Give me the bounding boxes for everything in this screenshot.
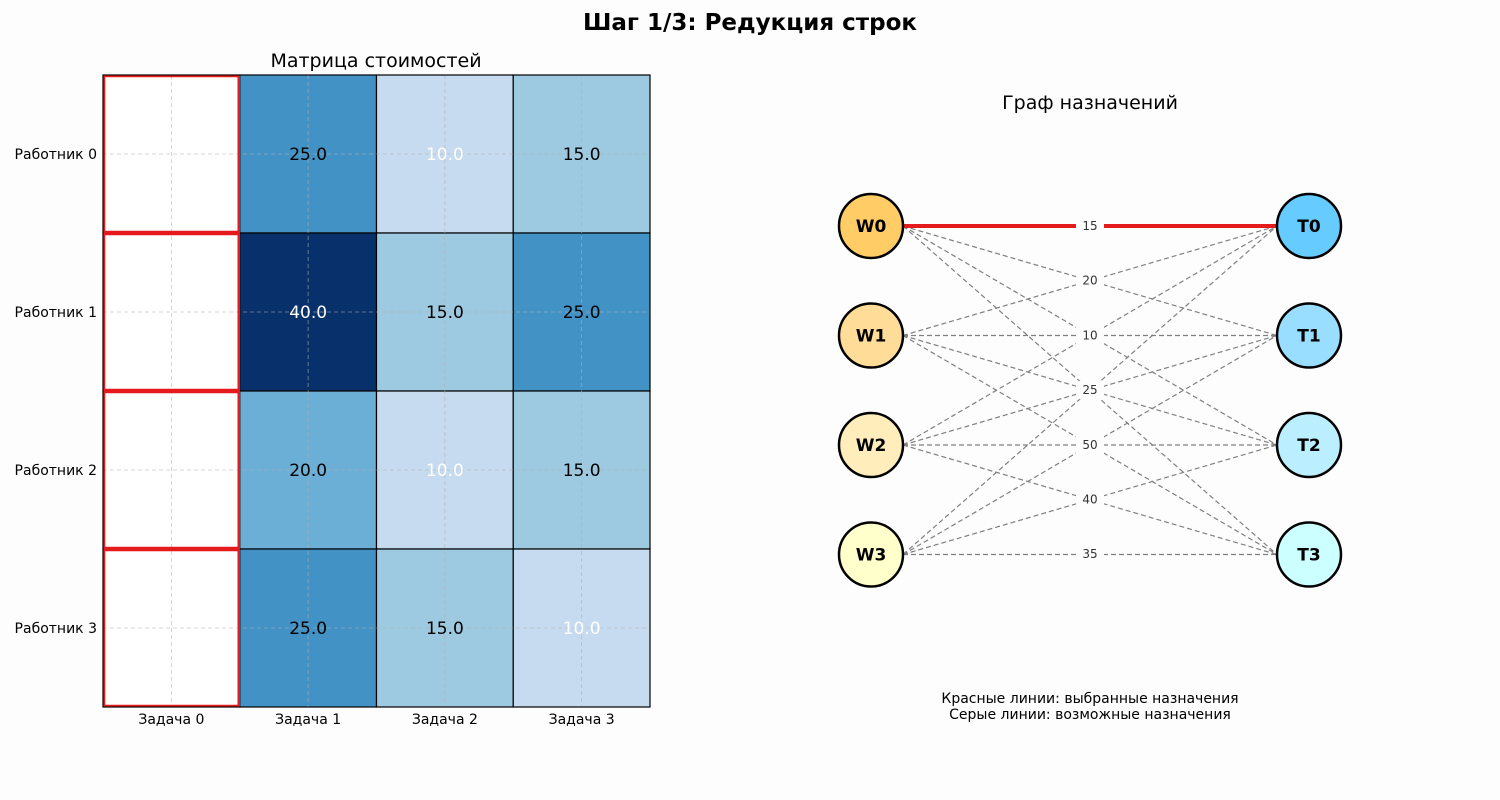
worker-node-label: W0 xyxy=(856,217,887,237)
edge-label-background xyxy=(1076,490,1104,509)
cell-value-label: 10.0 xyxy=(426,461,464,481)
figure-title: Шаг 1/3: Редукция строк xyxy=(583,10,917,36)
cell-value-label: 20.0 xyxy=(289,461,327,481)
task-node xyxy=(1275,521,1343,588)
cell-value-label: 25.0 xyxy=(563,303,601,323)
task-node xyxy=(1275,411,1343,479)
worker-node xyxy=(837,521,905,588)
edge-label-background xyxy=(1076,545,1104,564)
edge-labels-layer: 15 20 10 25 50 40 35 xyxy=(1076,217,1104,564)
highlighted-cell-frame xyxy=(102,232,240,392)
worker-node-label: W3 xyxy=(856,546,887,566)
row-tick-label: Работник 1 xyxy=(15,305,97,321)
edge-weight-label: 20 xyxy=(1082,274,1097,288)
legend-line-selected: Красные линии: выбранные назначения xyxy=(941,691,1238,707)
row-tick-label: Работник 0 xyxy=(15,147,97,163)
legend-line-possible: Серые линии: возможные назначения xyxy=(949,707,1231,723)
cell-value-label: 40.0 xyxy=(289,303,327,323)
edge-weight-label: 25 xyxy=(1082,383,1097,397)
edge-label-background xyxy=(1076,217,1104,235)
cell-value-label: 10.0 xyxy=(426,145,464,165)
edge-weight-label: 50 xyxy=(1082,438,1097,452)
graph-title: Граф назначений xyxy=(1002,92,1178,114)
task-node-label: T2 xyxy=(1297,436,1320,456)
edge-label-background xyxy=(1076,326,1104,345)
task-node xyxy=(1275,302,1343,369)
heatmap-frame xyxy=(102,74,651,708)
edge-weight-label: 35 xyxy=(1082,547,1097,561)
edge-weight-label: 40 xyxy=(1082,493,1097,507)
column-tick-label: Задача 0 xyxy=(138,712,204,728)
task-node xyxy=(1275,192,1343,260)
task-node-label: T0 xyxy=(1297,217,1321,237)
edge-label-background xyxy=(1076,271,1104,290)
edge-weight-label: 10 xyxy=(1082,328,1097,342)
assignment-graph: 15 20 10 25 50 40 35 W0 W1 W2 W3 T0 T1 T2 T3 xyxy=(837,192,1343,588)
highlighted-cell-frame xyxy=(102,74,240,234)
cell-value-label: 10.0 xyxy=(563,619,601,639)
worker-node-label: W2 xyxy=(856,436,887,456)
task-node-label: T3 xyxy=(1297,546,1320,566)
task-node-label: T1 xyxy=(1297,327,1320,347)
column-tick-label: Задача 3 xyxy=(549,712,615,728)
cell-value-label: 15.0 xyxy=(563,145,601,165)
column-tick-label: Задача 1 xyxy=(275,712,341,728)
cell-value-label: 25.0 xyxy=(289,145,327,165)
worker-node-label: W1 xyxy=(856,327,887,347)
cell-value-label: 25.0 xyxy=(289,619,327,639)
worker-node xyxy=(837,411,905,479)
cell-value-label: 15.0 xyxy=(426,619,464,639)
worker-node xyxy=(837,302,905,369)
edge-label-background xyxy=(1076,435,1104,454)
highlighted-cell-frame xyxy=(102,390,240,550)
edge-label-background xyxy=(1076,381,1104,400)
matrix-title: Матрица стоимостей xyxy=(270,50,481,72)
cell-value-label: 15.0 xyxy=(426,303,464,323)
cell-value-label: 15.0 xyxy=(563,461,601,481)
column-tick-label: Задача 2 xyxy=(412,712,478,728)
cost-matrix-heatmap: 25.0 10.0 15.0 40.0 15.0 25.0 20.0 10.0 15.0 25.0… xyxy=(15,74,651,728)
highlighted-cell-frame xyxy=(102,548,240,708)
edge-weight-label: 15 xyxy=(1082,219,1097,233)
worker-node xyxy=(837,192,905,260)
row-tick-label: Работник 3 xyxy=(15,621,97,637)
row-tick-label: Работник 2 xyxy=(15,463,97,479)
heatmap-cell xyxy=(102,232,241,392)
